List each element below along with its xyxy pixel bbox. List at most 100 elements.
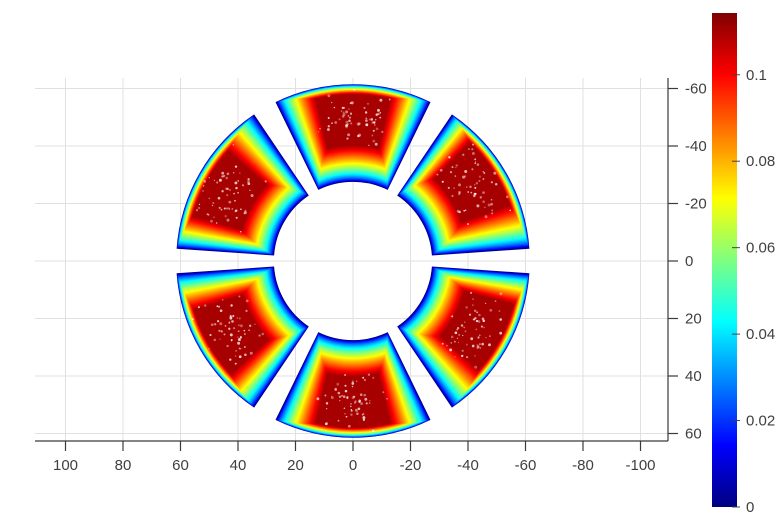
speckle-dot <box>261 332 265 336</box>
speckle-dot <box>484 215 488 219</box>
speckle-dot <box>231 208 234 210</box>
speckle-dot <box>220 208 223 211</box>
speckle-dot <box>365 117 368 120</box>
speckle-dot <box>237 341 241 345</box>
speckle-dot <box>456 328 459 331</box>
speckle-dot <box>213 216 215 218</box>
x-tick-label: -40 <box>457 457 479 474</box>
speckle-dot <box>213 179 216 182</box>
speckle-dot <box>453 187 455 189</box>
speckle-dot <box>467 191 470 193</box>
speckle-dot <box>343 107 346 109</box>
speckle-dot <box>351 380 354 383</box>
speckle-dot <box>367 373 371 376</box>
speckle-dot <box>191 318 194 321</box>
speckle-dot <box>239 230 242 233</box>
speckle-dot <box>477 336 480 339</box>
speckle-dot <box>226 194 229 197</box>
speckle-dot <box>247 178 250 181</box>
speckle-dot <box>465 343 468 346</box>
speckle-dot <box>216 305 219 308</box>
speckle-dot <box>382 391 385 394</box>
speckle-dot <box>344 413 346 415</box>
speckle-dot <box>478 343 481 346</box>
speckle-dot <box>458 193 461 196</box>
speckle-dot <box>234 209 238 212</box>
speckle-dot <box>474 158 477 161</box>
speckle-dot <box>379 116 382 119</box>
speckle-dot <box>468 313 472 316</box>
colorbar-tick-label: 0.04 <box>746 326 775 343</box>
speckle-dot <box>227 207 230 210</box>
speckle-dot <box>366 102 370 105</box>
speckle-dot <box>203 180 206 183</box>
speckle-dot <box>372 139 376 143</box>
speckle-dot <box>198 203 201 206</box>
colorbar-tick-label: 0.08 <box>746 153 775 170</box>
speckle-dot <box>499 331 503 335</box>
speckle-dot <box>484 302 487 305</box>
speckle-dot <box>488 343 491 347</box>
speckle-dot <box>331 396 334 400</box>
speckle-dot <box>237 330 240 333</box>
speckle-dot <box>476 311 479 314</box>
speckle-dot <box>456 337 459 339</box>
speckle-dot <box>228 208 231 210</box>
speckle-dot <box>327 125 330 128</box>
speckle-dot <box>478 313 481 317</box>
speckle-dot <box>221 175 224 178</box>
speckle-dot <box>324 422 328 426</box>
speckle-dot <box>229 358 232 361</box>
speckle-dot <box>362 418 365 421</box>
speckle-dot <box>491 209 494 212</box>
speckle-dot <box>464 330 467 333</box>
speckle-dot <box>325 408 328 410</box>
speckle-dot <box>373 121 376 124</box>
speckle-dot <box>351 385 354 388</box>
speckle-dot <box>336 382 340 386</box>
speckle-dot <box>234 165 238 168</box>
speckle-dot <box>372 376 375 379</box>
speckle-dot <box>456 209 460 213</box>
speckle-dot <box>466 186 468 188</box>
speckle-dot <box>455 164 458 167</box>
segment-330deg <box>397 266 530 408</box>
axes: 100 80 60 40 20 0 -20 -40 -60 -80 -100 -60 -40 -20 0 20… <box>35 78 707 474</box>
speckle-dot <box>375 113 378 116</box>
colorbar-tick-label: 0.1 <box>746 67 767 84</box>
speckle-dot <box>354 401 356 403</box>
speckle-dot <box>357 134 360 138</box>
speckle-dot <box>471 148 474 151</box>
speckle-dot <box>217 320 220 323</box>
x-tick-label: -60 <box>515 457 537 474</box>
speckle-dot <box>354 402 356 404</box>
speckle-dot <box>476 204 480 208</box>
speckle-dot <box>354 400 357 403</box>
speckle-dot <box>334 121 338 124</box>
speckle-dot <box>475 320 478 323</box>
speckle-dot <box>348 108 350 110</box>
speckle-dot <box>249 324 252 327</box>
speckle-dot <box>372 429 375 432</box>
speckle-dot <box>462 153 465 156</box>
speckle-dot <box>331 122 333 125</box>
speckle-dot <box>357 407 361 411</box>
speckle-dot <box>472 304 474 306</box>
speckle-dot <box>365 123 369 127</box>
segment-270deg <box>275 332 431 438</box>
speckle-dot <box>480 325 483 328</box>
speckle-dot <box>479 346 482 349</box>
speckle-dot <box>472 298 475 301</box>
speckle-dot <box>208 197 211 200</box>
speckle-dot <box>327 117 330 119</box>
x-tick-label: 80 <box>115 457 132 474</box>
segment-210deg <box>176 266 309 408</box>
speckle-dot <box>337 419 340 422</box>
speckle-dot <box>470 191 473 194</box>
speckle-dot <box>233 172 235 174</box>
speckle-dot <box>456 326 460 330</box>
speckle-dot <box>239 172 241 174</box>
speckle-dot <box>370 118 374 121</box>
speckle-dot <box>489 335 491 337</box>
